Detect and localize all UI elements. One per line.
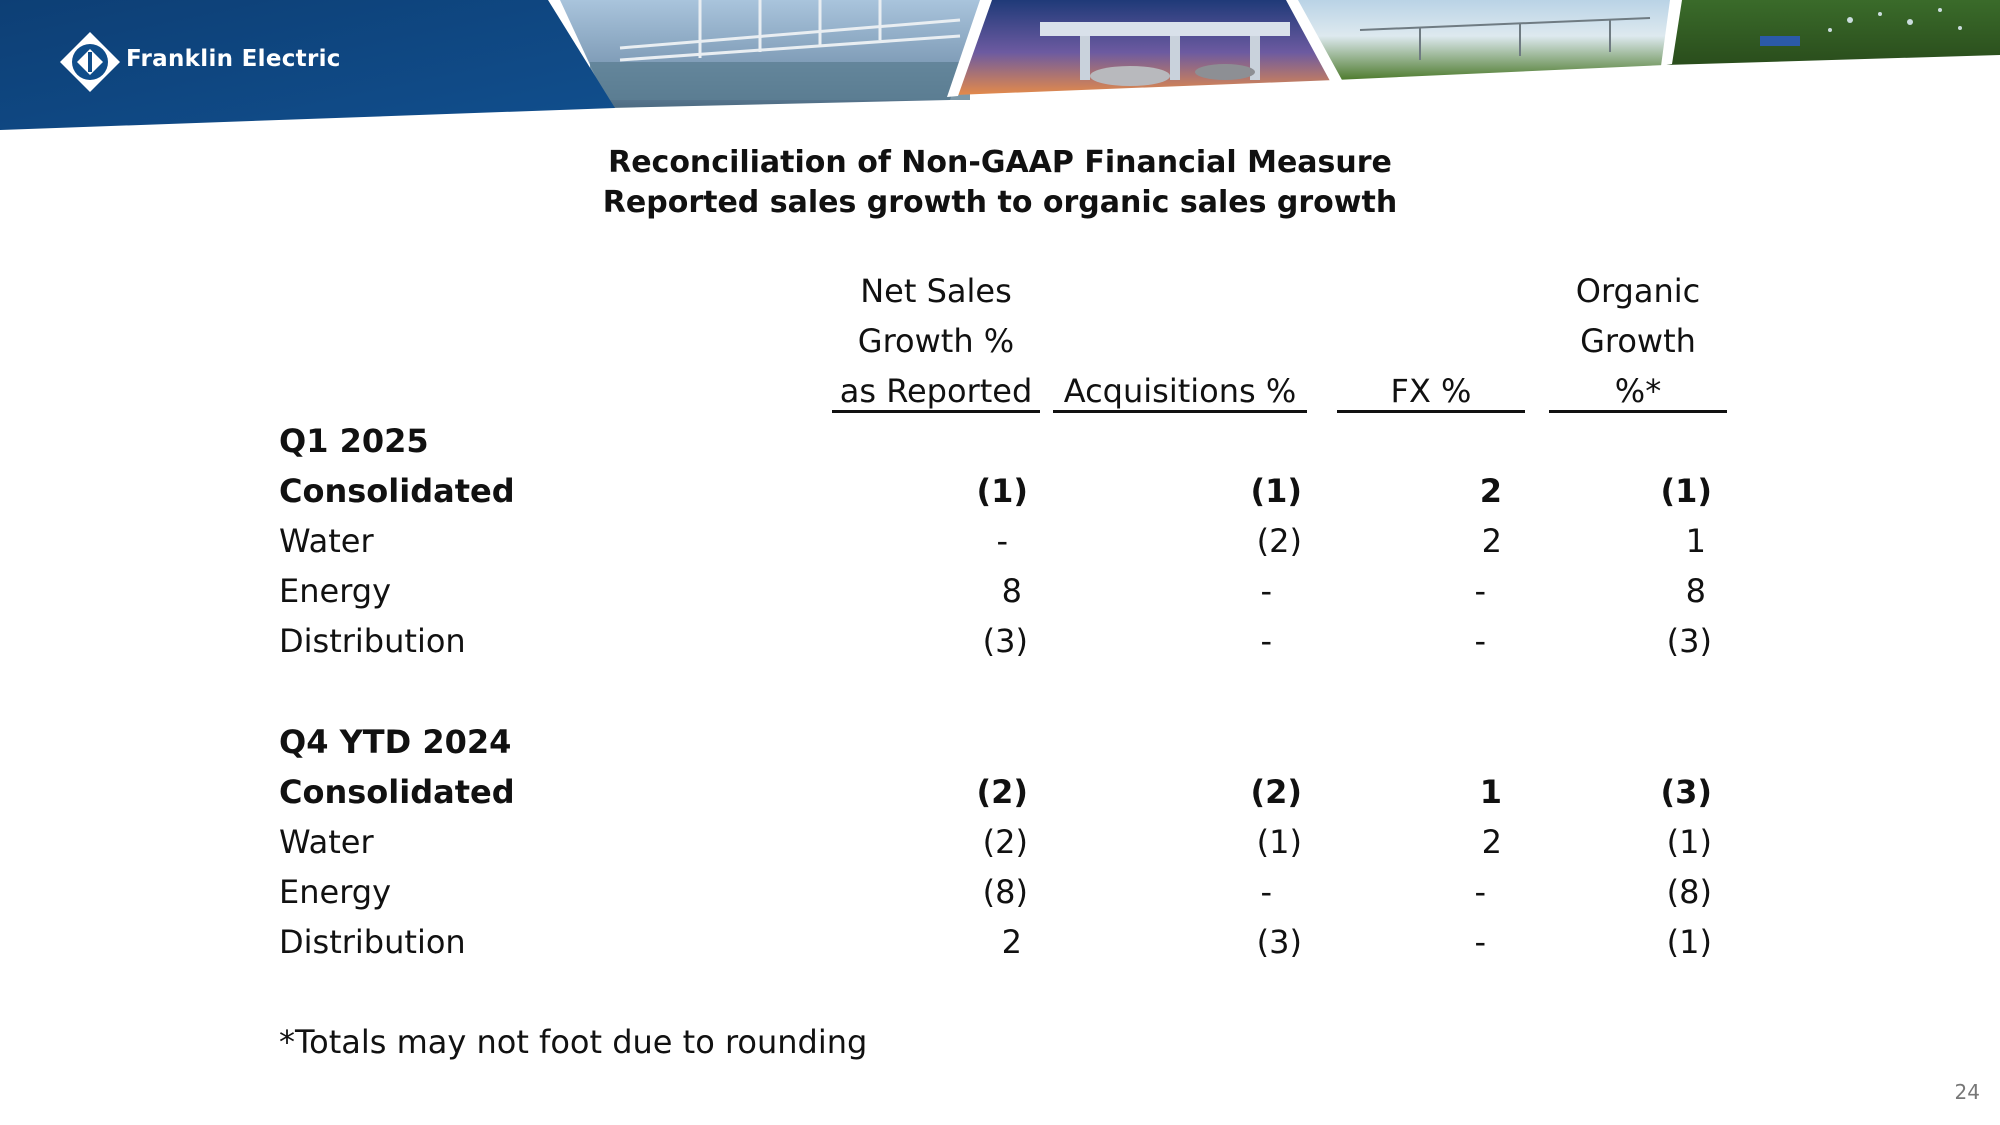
column-header-acquisitions: Acquisitions % [1053,366,1307,416]
cell-fx: - [1474,572,1486,610]
title-line-2: Reported sales growth to organic sales g… [602,185,1398,220]
cell-fx: 1 [1479,773,1502,811]
column-header-line: Growth % [857,322,1015,360]
page-number: 24 [1954,1080,1980,1104]
cell-acquisitions: (1) [1256,823,1302,861]
column-header-line: Organic [1575,272,1701,310]
cell-net-sales: 8 [1001,572,1022,610]
cell-organic: (8) [1666,873,1712,911]
cell-acquisitions: (3) [1256,923,1302,961]
cell-organic: 8 [1685,572,1706,610]
cell-net-sales: (3) [982,622,1028,660]
row-label: Energy [279,572,392,610]
row-label: Energy [279,873,392,911]
header-underline [832,410,1040,413]
cell-organic: (1) [1666,823,1712,861]
cell-fx: - [1474,873,1486,911]
cell-acquisitions: - [1260,572,1272,610]
cell-net-sales: (8) [982,873,1028,911]
header-banner: Franklin Electric [0,0,2000,135]
cell-net-sales: (1) [976,472,1028,510]
title-line-1: Reconciliation of Non-GAAP Financial Mea… [608,145,1392,180]
cell-net-sales: (2) [976,773,1028,811]
cell-net-sales: 2 [1001,923,1022,961]
cell-fx: 2 [1479,472,1502,510]
company-name: Franklin Electric [126,46,341,72]
page-title: Reconciliation of Non-GAAP Financial Mea… [0,143,2000,223]
cell-fx: 2 [1481,522,1502,560]
row-label: Consolidated [279,472,515,510]
row-label: Water [279,522,374,560]
cell-organic: 1 [1685,522,1706,560]
row-label: Consolidated [279,773,515,811]
cell-acquisitions: (2) [1256,522,1302,560]
cell-net-sales: - [996,522,1008,560]
column-header-fx: FX % [1337,366,1525,416]
cell-acquisitions: - [1260,622,1272,660]
column-header-line: %* [1614,372,1662,410]
cell-organic: (3) [1666,622,1712,660]
cell-organic: (1) [1660,472,1712,510]
column-header-organic: Organic Growth %* [1549,266,1727,416]
column-header-line: as Reported [839,372,1033,410]
franklin-electric-diamond-logo [60,32,120,92]
header-underline [1549,410,1727,413]
row-label: Distribution [279,622,466,660]
column-header-line: Growth [1580,322,1696,360]
cell-acquisitions: (2) [1250,773,1302,811]
column-header-net-sales: Net Sales Growth % as Reported [832,266,1040,416]
cell-acquisitions: - [1260,873,1272,911]
header-underline [1053,410,1307,413]
cell-fx: - [1474,622,1486,660]
row-label: Distribution [279,923,466,961]
header-underline [1337,410,1525,413]
cell-acquisitions: (1) [1250,472,1302,510]
section-heading: Q1 2025 [279,422,429,460]
cell-organic: (3) [1660,773,1712,811]
cell-net-sales: (2) [982,823,1028,861]
cell-organic: (1) [1666,923,1712,961]
cell-fx: 2 [1481,823,1502,861]
row-label: Water [279,823,374,861]
cell-fx: - [1474,923,1486,961]
footnote: *Totals may not foot due to rounding [279,1023,868,1061]
column-header-line: Acquisitions % [1063,372,1297,410]
banner-graphic [0,0,2000,130]
column-header-line: FX % [1390,372,1472,410]
section-heading: Q4 YTD 2024 [279,723,512,761]
column-header-line: Net Sales [860,272,1012,310]
